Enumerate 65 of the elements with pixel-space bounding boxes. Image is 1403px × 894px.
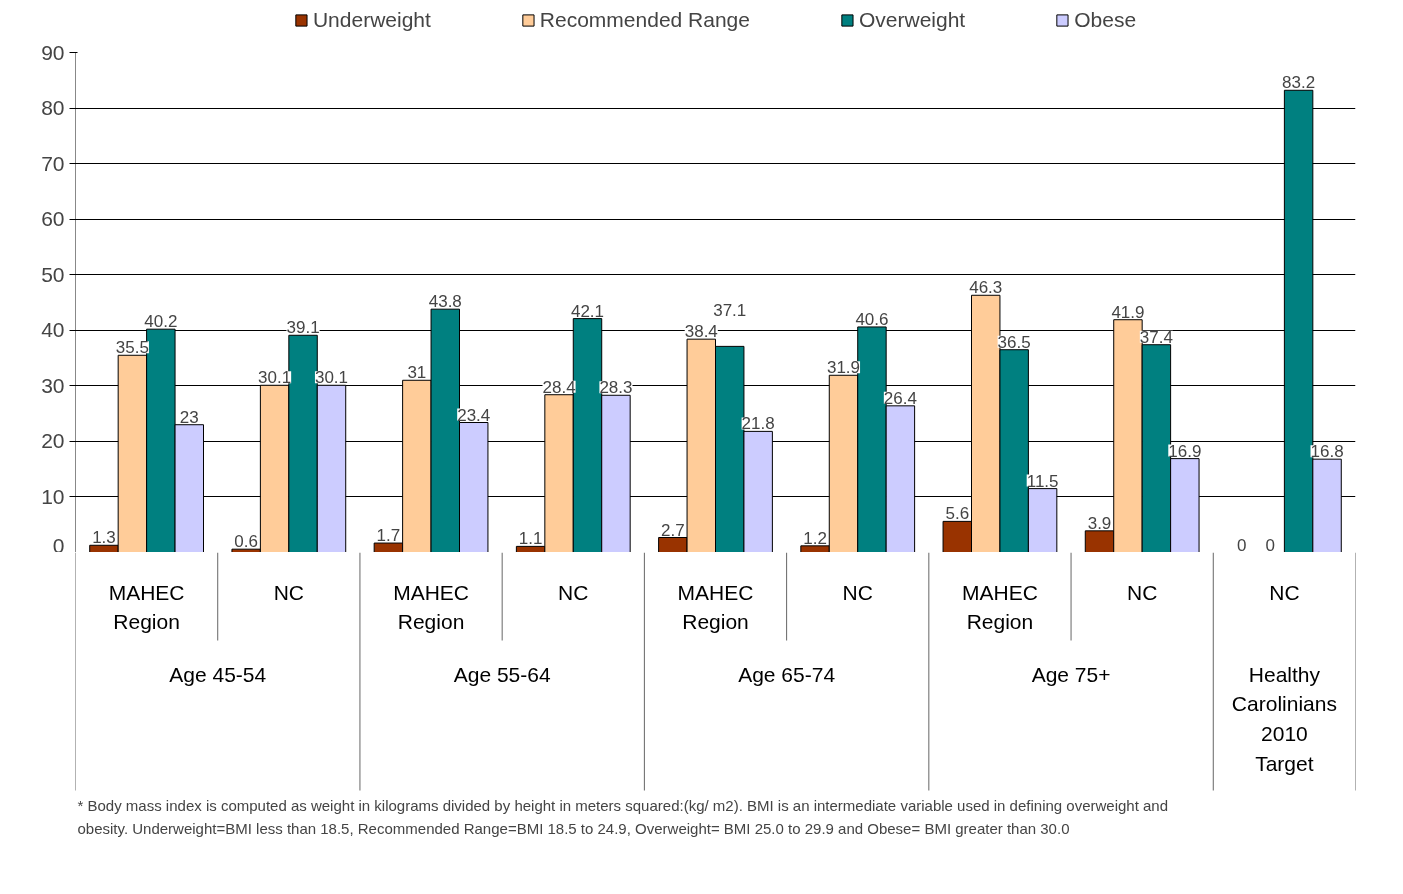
data-label: 21.8	[741, 414, 775, 434]
text: Age 45-54	[169, 662, 267, 686]
data-label: 0	[1265, 535, 1275, 555]
data-label: 3.9	[1087, 513, 1112, 533]
y-tick-label: 20	[41, 429, 65, 453]
data-label: 2.7	[661, 520, 685, 540]
x-tick-label: NC	[1127, 580, 1158, 604]
x-tick-label: NC	[842, 580, 873, 604]
legend-label: Obese	[1074, 8, 1137, 32]
x-tick-label: MAHEC Region	[393, 580, 469, 634]
y-tick-label: 90	[41, 40, 65, 64]
data-label: 38.4	[684, 322, 718, 342]
data-label: 1.3	[92, 528, 116, 548]
data-label: 28.3	[599, 378, 633, 398]
legend-label: Underweight	[312, 8, 431, 32]
data-label: 40.2	[144, 312, 178, 332]
y-tick-label: 30	[41, 373, 65, 397]
data-label: 16.9	[1168, 441, 1202, 461]
data-label: 1.2	[803, 528, 827, 548]
text: Age 65-74	[738, 662, 836, 686]
y-tick-label: 70	[41, 151, 65, 175]
data-label: 42.1	[570, 301, 605, 321]
data-label: 37.1	[713, 301, 747, 321]
text: Age 55-64	[453, 662, 551, 686]
data-label: 31	[407, 363, 427, 383]
data-label: 36.5	[997, 332, 1031, 352]
y-tick-label: 50	[41, 262, 65, 286]
data-label: 28.4	[542, 377, 576, 397]
data-label: 11.5	[1026, 471, 1059, 491]
x-tick-label: NC	[1269, 580, 1300, 604]
data-label: 31.9	[826, 358, 861, 378]
y-tick-label: 60	[41, 207, 65, 231]
legend-label: Recommended Range	[539, 8, 750, 32]
text: Healthy Carolinians 2010 Target	[1231, 662, 1337, 776]
data-label: 41.9	[1111, 302, 1145, 322]
text: Age 75+	[1031, 662, 1111, 686]
data-label: 26.4	[883, 388, 917, 408]
data-label: 30.1	[314, 368, 349, 388]
x-tick-label: MAHEC Region	[108, 580, 185, 634]
x-tick-label: NC	[558, 580, 589, 604]
data-label: 40.6	[855, 309, 889, 329]
data-label: 16.8	[1310, 442, 1344, 462]
data-label: 1.7	[376, 526, 401, 546]
data-label: 5.6	[945, 504, 970, 524]
data-label: 30.1	[258, 368, 292, 388]
data-label: 43.8	[428, 292, 462, 312]
y-tick-label: 10	[41, 484, 65, 508]
data-label: 39.1	[286, 318, 320, 338]
data-label: 46.3	[969, 278, 1003, 298]
data-label: 35.5	[115, 338, 149, 358]
data-label: 23	[179, 407, 199, 427]
y-tick-label: 0	[52, 533, 65, 557]
legend-label: Overweight	[858, 8, 966, 32]
y-tick-label: 40	[41, 318, 65, 342]
x-tick-label: NC	[273, 580, 305, 604]
data-label: 37.4	[1139, 327, 1173, 347]
y-tick-label: 80	[41, 96, 65, 120]
x-tick-label: MAHEC Region	[962, 580, 1038, 634]
data-label: 23.4	[457, 405, 491, 425]
text: * Body mass index is computed as weight in kilograms divided by height in meters squared:(kg/ m2). BMI is an intermediate variable used in defining overweight and obesity. Underweight=BMI less than 18.5, Recommended Range=BMI 18.5 to 24.9, Overweight= BMI 25.0 to 29.9 and Obese= BMI greater than 30.0	[77, 796, 1169, 838]
data-label: 0	[1236, 535, 1247, 555]
data-label: 1.1	[518, 529, 543, 549]
x-tick-label: MAHEC Region	[677, 580, 754, 634]
data-label: 83.2	[1282, 73, 1316, 93]
data-label: 0.6	[234, 532, 258, 552]
